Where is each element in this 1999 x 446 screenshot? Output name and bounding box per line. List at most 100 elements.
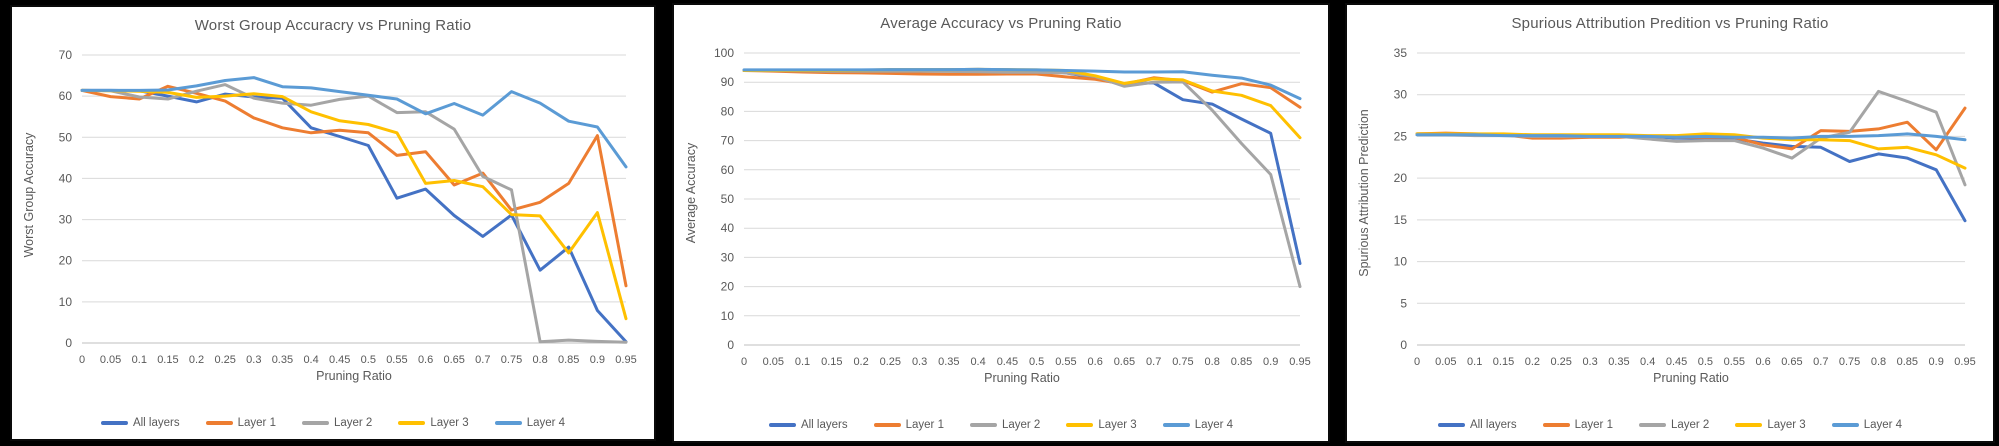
y-tick-label: 100: [714, 46, 734, 60]
series-line-all-layers: [80, 88, 628, 344]
x-axis-title: Pruning Ratio: [316, 369, 392, 383]
x-tick-label: 0.3: [912, 356, 927, 368]
legend-line-swatch: [873, 423, 901, 427]
x-tick-label: 0: [79, 354, 85, 366]
y-tick-label: 60: [721, 163, 735, 177]
chart-title: Spurious Attribution Predition vs Prunin…: [1511, 15, 1829, 32]
legend-item-all-layers: All layers: [1437, 419, 1517, 431]
x-tick-label: 0.1: [1467, 356, 1482, 368]
chart-plot-area: 0 5 10 15 20 25 30 35 0 0.05 0.1 0.15 0.2 0.25 0.3 0.35…: [1394, 46, 1976, 368]
legend-item-layer-1: Layer 1: [205, 417, 276, 429]
x-tick-label: 0.9: [1263, 356, 1278, 368]
legend-line-swatch: [1735, 423, 1763, 427]
y-tick-label: 20: [1394, 171, 1408, 185]
legend-line-swatch: [1066, 423, 1094, 427]
legend-label: Layer 1: [905, 419, 944, 431]
legend-label: Layer 3: [1767, 419, 1806, 431]
legend-line-swatch: [301, 421, 329, 425]
x-tick-label: 0.7: [475, 354, 490, 366]
x-tick-label: 0.05: [100, 354, 121, 366]
x-tick-label: 0.35: [1608, 356, 1629, 368]
series-line-layer-3: [742, 67, 1302, 140]
y-tick-label: 30: [1394, 88, 1408, 102]
y-tick-label: 50: [721, 192, 735, 206]
series-line-layer-1: [80, 84, 628, 288]
x-tick-label: 0.3: [1582, 356, 1597, 368]
x-tick-label: 0.1: [795, 356, 810, 368]
x-tick-label: 0.8: [1871, 356, 1886, 368]
y-tick-label: 50: [59, 130, 73, 144]
x-tick-label: 0.75: [1839, 356, 1860, 368]
series-line-layer-1: [1415, 106, 1967, 152]
x-tick-label: 0.75: [1172, 356, 1193, 368]
y-tick-label: 20: [721, 280, 735, 294]
x-tick-label: 0.5: [1698, 356, 1713, 368]
chart-panel-worst-group-accuracy: 0 10 20 30 40 50 60 70 0 0.05 0.1 0.15 0.2 0.25 0.3 0.3…: [10, 5, 656, 441]
legend-label: Layer 1: [237, 417, 276, 429]
legend-label: Layer 1: [1574, 419, 1613, 431]
y-tick-label: 40: [59, 171, 73, 185]
x-tick-label: 0.95: [1954, 356, 1975, 368]
x-tick-label: 0.85: [558, 354, 579, 366]
legend-item-all-layers: All layers: [768, 419, 848, 431]
legend-label: Layer 2: [1001, 419, 1041, 431]
x-tick-label: 0.9: [1929, 356, 1944, 368]
chart-panel-spurious-attribution: 0 5 10 15 20 25 30 35 0 0.05 0.1 0.15 0.2 0.25 0.3 0.35…: [1345, 3, 1995, 443]
y-tick-label: 25: [1394, 129, 1408, 143]
x-tick-label: 0: [1414, 356, 1420, 368]
x-tick-label: 0.65: [443, 354, 464, 366]
legend-line-swatch: [768, 423, 796, 427]
legend-line-swatch: [1162, 423, 1190, 427]
x-tick-label: 0.25: [880, 356, 901, 368]
x-tick-label: 0.6: [418, 354, 433, 366]
legend-label: Layer 2: [1670, 419, 1710, 431]
x-tick-label: 0.5: [1029, 356, 1044, 368]
legend-label: Layer 3: [1098, 419, 1137, 431]
legend-line-swatch: [205, 421, 233, 425]
x-tick-label: 0.15: [821, 356, 842, 368]
y-tick-label: 15: [1394, 213, 1408, 227]
y-tick-label: 80: [721, 104, 735, 118]
x-tick-label: 0.65: [1781, 356, 1802, 368]
y-tick-label: 90: [721, 75, 735, 89]
x-tick-label: 0.7: [1813, 356, 1828, 368]
legend-item-layer-3: Layer 3: [398, 417, 469, 429]
x-axis-title: Pruning Ratio: [984, 371, 1060, 385]
chart-legend: All layers Layer 1 Layer 2 Layer 3 Layer 4: [12, 417, 654, 429]
y-tick-label: 70: [721, 134, 735, 148]
series-line-layer-2: [80, 83, 628, 344]
y-tick-label: 0: [1400, 338, 1407, 352]
x-tick-label: 0.9: [590, 354, 605, 366]
y-tick-label: 30: [721, 250, 735, 264]
legend-label: Layer 4: [526, 417, 566, 429]
series-line-layer-4: [1415, 132, 1967, 142]
y-tick-label: 60: [59, 89, 73, 103]
x-tick-label: 0.7: [1146, 356, 1161, 368]
legend-item-layer-1: Layer 1: [1542, 419, 1613, 431]
legend-label: Layer 4: [1863, 419, 1903, 431]
x-tick-label: 0.85: [1897, 356, 1918, 368]
x-tick-label: 0.4: [1640, 356, 1655, 368]
chart-title: Worst Group Accuracry vs Pruning Ratio: [194, 17, 472, 34]
legend-line-swatch: [494, 421, 522, 425]
y-tick-label: 20: [59, 254, 73, 268]
x-tick-label: 0.25: [214, 354, 235, 366]
x-tick-label: 0.55: [1724, 356, 1745, 368]
x-tick-label: 0.6: [1088, 356, 1103, 368]
chart-legend: All layers Layer 1 Layer 2 Layer 3 Layer 4: [1347, 419, 1993, 431]
legend-line-swatch: [1542, 423, 1570, 427]
x-tick-label: 0.55: [386, 354, 407, 366]
x-tick-label: 0: [741, 356, 747, 368]
series-line-all-layers: [1415, 132, 1967, 223]
x-tick-label: 0.1: [132, 354, 147, 366]
y-axis-title: Average Accuracy: [684, 142, 698, 244]
legend-line-swatch: [969, 423, 997, 427]
x-tick-label: 0.05: [1435, 356, 1456, 368]
legend-item-layer-2: Layer 2: [1638, 419, 1710, 431]
legend-item-layer-1: Layer 1: [873, 419, 944, 431]
x-tick-label: 0.95: [615, 354, 636, 366]
y-tick-label: 10: [59, 295, 73, 309]
y-tick-label: 40: [721, 221, 735, 235]
x-tick-label: 0.15: [1493, 356, 1514, 368]
y-tick-label: 30: [59, 213, 73, 227]
